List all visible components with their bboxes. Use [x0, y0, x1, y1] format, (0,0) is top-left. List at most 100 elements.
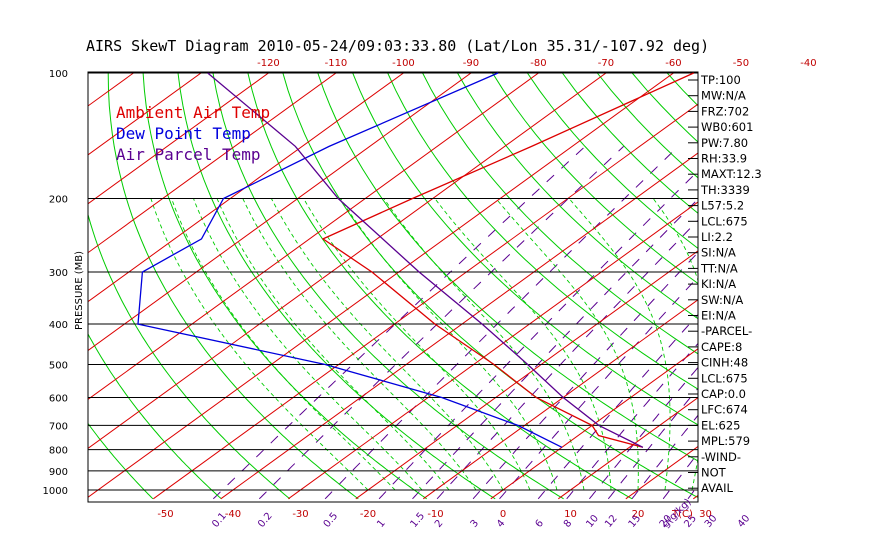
- isotherm-line: [88, 72, 339, 254]
- index-label: NOT: [701, 466, 727, 480]
- moist-adiabat-line: [171, 198, 396, 491]
- isotherm-line: [761, 54, 870, 499]
- mixing-ratio-tick-label: 8: [562, 518, 575, 530]
- dry-adiabat-line: [421, 72, 698, 355]
- mixing-ratio-tick-label: 0.2: [256, 511, 275, 530]
- pressure-tick-label: 500: [49, 360, 68, 371]
- moist-adiabat-line: [150, 198, 369, 491]
- mixing-ratio-tick-label: 40: [736, 513, 753, 530]
- mixing-ratio-tick-label: 12: [603, 513, 620, 530]
- moist-adiabat-line: [270, 198, 504, 491]
- index-label: LI:2.2: [701, 230, 733, 244]
- top-temp-tick-label: -100: [392, 58, 415, 69]
- isotherm-line: [828, 54, 870, 499]
- dry-adiabat-line: [142, 72, 427, 500]
- moist-adiabats: [150, 198, 870, 491]
- top-temp-tick-label: -70: [598, 58, 614, 69]
- moist-adiabat-line: [434, 198, 612, 491]
- dry-adiabat-line: [88, 332, 222, 500]
- dry-adiabat-line: [787, 54, 870, 499]
- moist-adiabat-line: [568, 198, 671, 491]
- isotherm-line: [423, 299, 698, 500]
- top-temp-tick-label: -60: [665, 58, 681, 69]
- index-label: MAXT:12.3: [701, 167, 762, 181]
- parcel-temp-line: [207, 72, 644, 448]
- index-label: CAP:0.0: [701, 387, 746, 401]
- isotherm-line: [88, 72, 204, 156]
- index-label: AVAIL: [701, 481, 734, 495]
- dry-adiabat-line: [854, 54, 870, 499]
- isotherm-line: [288, 201, 698, 500]
- dry-adiabat-line: [88, 212, 291, 500]
- plot-area: [0, 54, 870, 503]
- isotherm-line: [558, 396, 698, 500]
- top-temp-tick-label: -50: [733, 58, 749, 69]
- index-label: RH:33.9: [701, 152, 747, 166]
- moist-adiabat-line: [303, 198, 531, 491]
- legend-parcel: Air Parcel Temp: [116, 145, 261, 164]
- isotherm-line: [88, 72, 609, 449]
- dry-adiabat-line: [526, 72, 698, 250]
- isotherm-line: [88, 72, 676, 498]
- dry-adiabat-line: [665, 72, 698, 107]
- top-temp-tick-label: -120: [257, 58, 280, 69]
- bottom-temp-tick-label: 30: [699, 509, 712, 520]
- dry-adiabat-line: [316, 72, 698, 462]
- mixing-ratio-tick-label: 0.5: [322, 511, 341, 530]
- pressure-tick-label: 400: [49, 320, 68, 331]
- chart-title: AIRS SkewT Diagram 2010-05-24/09:03:33.8…: [86, 37, 709, 55]
- y-axis-label: PRESSURE (MB): [74, 251, 85, 330]
- bottom-temp-tick-label: 20: [632, 509, 645, 520]
- top-temp-tick-label: -110: [325, 58, 348, 69]
- mixing-ratio-line: [742, 146, 870, 498]
- mixing-ratio-tick-label: 2: [433, 518, 446, 530]
- bottom-temp-tick-label: -40: [225, 509, 241, 520]
- mixing-ratio-tick-label: 3: [469, 518, 482, 530]
- mixing-ratio-line: [212, 146, 586, 500]
- top-temp-tick-label: -90: [463, 58, 479, 69]
- index-label: WB0:601: [701, 120, 753, 134]
- moist-adiabat-line: [242, 198, 477, 491]
- dry-adiabat-line: [821, 54, 870, 499]
- x-axis-label: T(C): [671, 509, 693, 520]
- isotherm-line: [88, 72, 406, 303]
- index-label: MW:N/A: [701, 89, 746, 103]
- bottom-temp-tick-label: -30: [292, 509, 308, 520]
- bottom-temp-tick-label: -20: [360, 509, 376, 520]
- legend-dewpoint: Dew Point Temp: [116, 124, 251, 143]
- pressure-tick-label: 1000: [43, 486, 68, 497]
- pressure-tick-labels: 100 200 300 400 500 600 700 800 900 1000: [43, 69, 68, 497]
- moist-adiabat-line: [773, 199, 870, 491]
- isotherm-line: [355, 250, 698, 500]
- isotherm-line: [153, 103, 698, 500]
- index-label: PW:7.80: [701, 136, 748, 150]
- index-label: L57:5.2: [701, 199, 744, 213]
- index-label: LFC:674: [701, 403, 748, 417]
- index-label: TP:100: [700, 73, 741, 87]
- dry-adiabat-line: [491, 72, 698, 285]
- dewpoint-line: [137, 72, 563, 448]
- pressure-tick-label: 300: [49, 268, 68, 279]
- ambient-temp-line: [321, 72, 694, 448]
- index-label: CINH:48: [701, 356, 748, 370]
- pressure-tick-label: 100: [49, 69, 68, 80]
- dry-adiabat-line: [177, 72, 496, 500]
- index-label: TH:3339: [700, 183, 750, 197]
- dry-adiabat-line: [456, 72, 698, 320]
- index-label: LCL:675: [701, 371, 748, 385]
- moist-adiabat-line: [746, 199, 815, 491]
- dry-adiabat-line: [351, 72, 698, 426]
- index-label: EI:N/A: [701, 309, 736, 323]
- mixing-ratio-tick-label: 1.5: [408, 511, 427, 530]
- pressure-tick-label: 200: [49, 195, 68, 206]
- dry-adiabat-line: [386, 72, 698, 390]
- moist-adiabat-line: [495, 198, 639, 490]
- plot-frame: [87, 71, 699, 503]
- index-label: SW:N/A: [701, 293, 743, 307]
- index-label: TT:N/A: [700, 261, 738, 275]
- pressure-tick-label: 700: [49, 421, 68, 432]
- isobars: [88, 72, 698, 491]
- top-temp-tick-label: -80: [530, 58, 546, 69]
- isotherm-line: [0, 54, 25, 499]
